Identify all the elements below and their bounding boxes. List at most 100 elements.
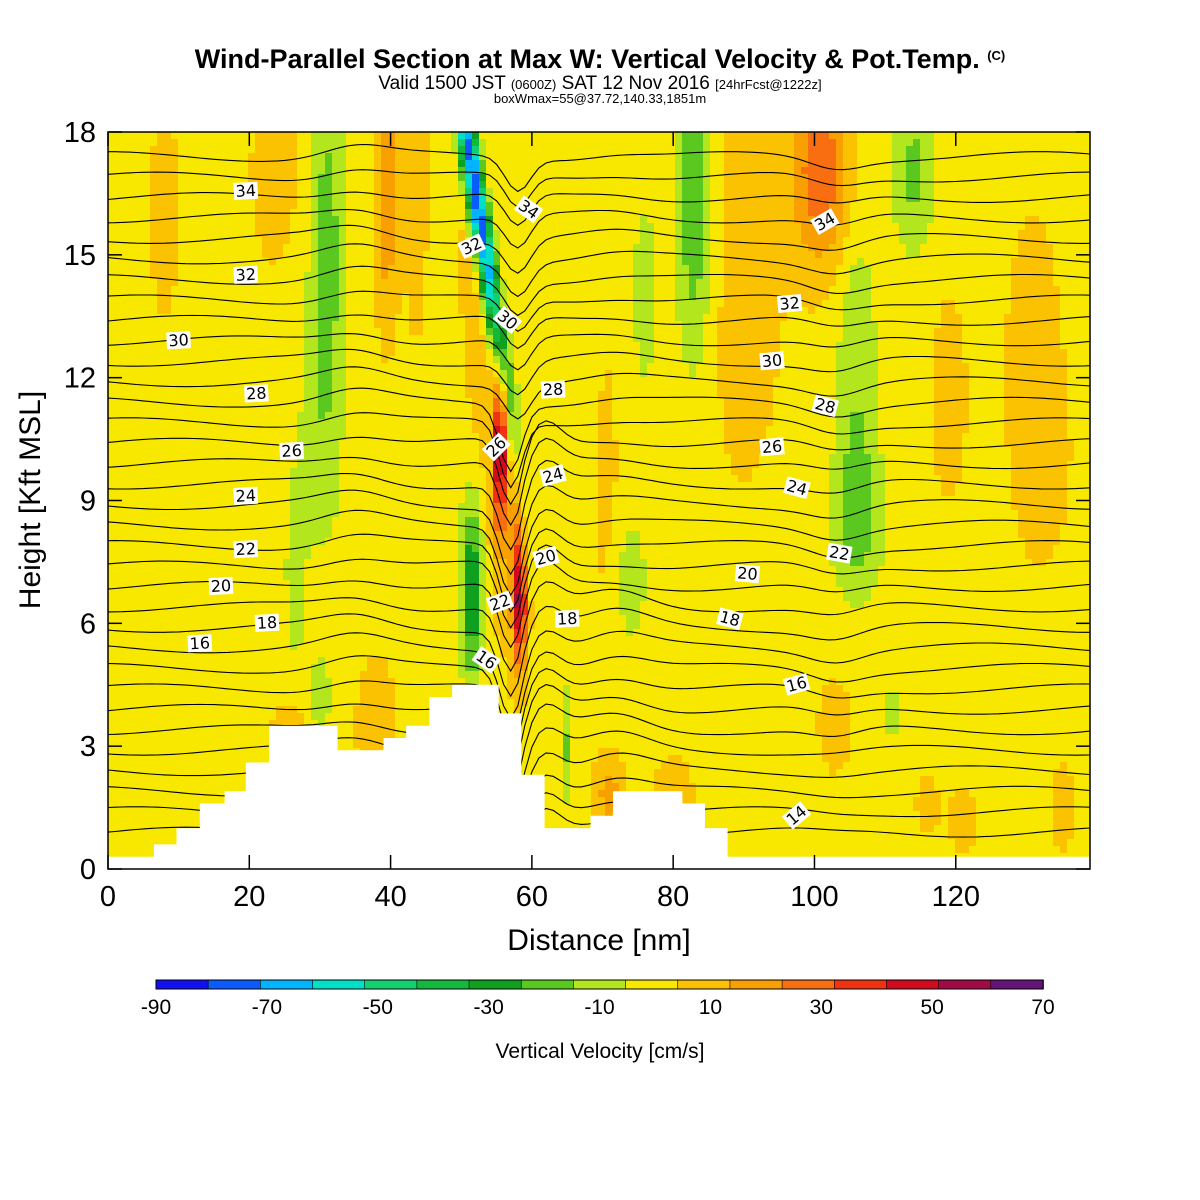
- velocity-cell: [661, 314, 669, 322]
- velocity-cell: [682, 314, 690, 322]
- velocity-cell: [563, 349, 571, 357]
- velocity-cell: [759, 209, 767, 217]
- velocity-cell: [528, 286, 536, 294]
- velocity-cell: [493, 209, 501, 217]
- velocity-cell: [920, 363, 928, 371]
- velocity-cell: [472, 342, 480, 350]
- velocity-cell: [1004, 202, 1012, 210]
- velocity-cell: [724, 174, 732, 182]
- velocity-cell: [122, 328, 130, 336]
- velocity-cell: [1046, 216, 1054, 224]
- velocity-cell: [297, 244, 305, 252]
- velocity-cell: [836, 363, 844, 371]
- velocity-cell: [311, 230, 319, 238]
- velocity-cell: [423, 328, 431, 336]
- velocity-cell: [353, 216, 361, 224]
- velocity-cell: [794, 209, 802, 217]
- velocity-cell: [577, 244, 585, 252]
- velocity-cell: [1046, 174, 1054, 182]
- velocity-cell: [934, 174, 942, 182]
- velocity-cell: [199, 342, 207, 350]
- velocity-cell: [220, 370, 228, 378]
- valid-time-utc: (0600Z): [510, 77, 557, 92]
- velocity-cell: [857, 251, 865, 259]
- velocity-cell: [906, 167, 914, 175]
- velocity-cell: [465, 293, 473, 301]
- velocity-cell: [983, 202, 991, 210]
- velocity-cell: [157, 279, 165, 287]
- velocity-cell: [1039, 342, 1047, 350]
- velocity-cell: [577, 307, 585, 315]
- velocity-cell: [990, 132, 998, 140]
- velocity-cell: [360, 314, 368, 322]
- velocity-cell: [346, 160, 354, 168]
- velocity-cell: [1004, 356, 1012, 364]
- velocity-cell: [465, 195, 473, 203]
- velocity-cell: [892, 307, 900, 315]
- velocity-cell: [759, 167, 767, 175]
- velocity-cell: [1039, 293, 1047, 301]
- velocity-cell: [388, 251, 396, 259]
- velocity-cell: [1011, 272, 1019, 280]
- velocity-cell: [724, 230, 732, 238]
- velocity-cell: [423, 293, 431, 301]
- velocity-cell: [472, 132, 480, 140]
- velocity-cell: [136, 181, 144, 189]
- velocity-cell: [171, 223, 179, 231]
- velocity-cell: [689, 209, 697, 217]
- velocity-cell: [213, 370, 221, 378]
- velocity-cell: [1039, 314, 1047, 322]
- velocity-cell: [1018, 153, 1026, 161]
- velocity-cell: [157, 146, 165, 154]
- velocity-cell: [689, 307, 697, 315]
- velocity-cell: [514, 363, 522, 371]
- velocity-cell: [283, 328, 291, 336]
- velocity-cell: [626, 244, 634, 252]
- velocity-cell: [325, 286, 333, 294]
- velocity-cell: [962, 335, 970, 343]
- velocity-cell: [864, 132, 872, 140]
- velocity-cell: [479, 300, 487, 308]
- velocity-cell: [892, 209, 900, 217]
- velocity-cell: [556, 321, 564, 329]
- velocity-cell: [598, 132, 606, 140]
- velocity-cell: [857, 258, 865, 266]
- velocity-cell: [290, 132, 298, 140]
- velocity-cell: [129, 377, 137, 385]
- velocity-cell: [948, 202, 956, 210]
- velocity-cell: [157, 251, 165, 259]
- velocity-cell: [143, 272, 151, 280]
- velocity-cell: [696, 146, 704, 154]
- velocity-cell: [605, 307, 613, 315]
- velocity-cell: [115, 342, 123, 350]
- velocity-cell: [773, 153, 781, 161]
- velocity-cell: [1011, 167, 1019, 175]
- velocity-cell: [829, 293, 837, 301]
- velocity-cell: [885, 265, 893, 273]
- velocity-cell: [213, 160, 221, 168]
- velocity-cell: [479, 335, 487, 343]
- velocity-cell: [808, 181, 816, 189]
- velocity-cell: [353, 223, 361, 231]
- velocity-cell: [1067, 370, 1075, 378]
- velocity-cell: [556, 363, 564, 371]
- velocity-cell: [290, 328, 298, 336]
- velocity-cell: [766, 223, 774, 231]
- velocity-cell: [353, 167, 361, 175]
- velocity-cell: [276, 244, 284, 252]
- velocity-cell: [136, 209, 144, 217]
- velocity-cell: [619, 307, 627, 315]
- velocity-cell: [297, 286, 305, 294]
- velocity-cell: [1032, 244, 1040, 252]
- velocity-cell: [738, 153, 746, 161]
- velocity-cell: [325, 328, 333, 336]
- velocity-cell: [766, 279, 774, 287]
- velocity-cell: [108, 237, 116, 245]
- velocity-cell: [465, 307, 473, 315]
- velocity-cell: [682, 328, 690, 336]
- velocity-cell: [535, 160, 543, 168]
- velocity-cell: [269, 167, 277, 175]
- velocity-cell: [276, 181, 284, 189]
- velocity-cell: [290, 223, 298, 231]
- velocity-cell: [262, 153, 270, 161]
